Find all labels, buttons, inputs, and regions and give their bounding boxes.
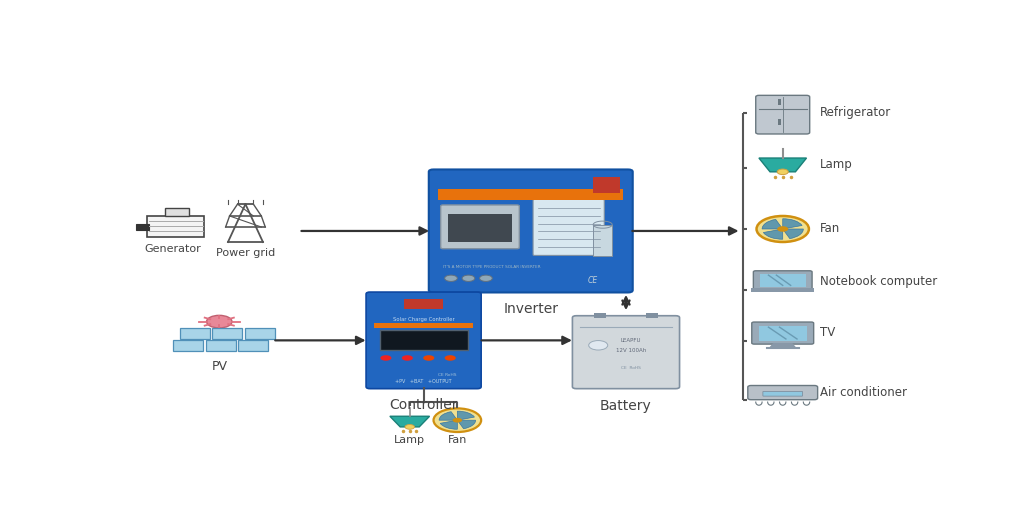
FancyBboxPatch shape bbox=[756, 95, 810, 134]
Text: Battery: Battery bbox=[600, 398, 652, 413]
Wedge shape bbox=[762, 219, 782, 229]
Circle shape bbox=[462, 275, 475, 282]
Bar bbox=[760, 273, 806, 287]
Text: Air conditioner: Air conditioner bbox=[820, 386, 907, 399]
Bar bbox=[646, 313, 657, 317]
Bar bbox=[778, 119, 781, 124]
Wedge shape bbox=[458, 411, 474, 420]
Bar bbox=[239, 340, 268, 351]
Text: PV: PV bbox=[211, 360, 227, 373]
Wedge shape bbox=[458, 420, 475, 429]
Text: Lamp: Lamp bbox=[394, 435, 425, 445]
Bar bbox=[147, 217, 204, 237]
Text: 12V 100Ah: 12V 100Ah bbox=[615, 348, 646, 353]
Polygon shape bbox=[768, 343, 797, 349]
Text: Fan: Fan bbox=[820, 223, 841, 236]
FancyBboxPatch shape bbox=[748, 386, 817, 400]
Bar bbox=[212, 328, 243, 339]
Bar bbox=[245, 328, 274, 339]
FancyBboxPatch shape bbox=[367, 292, 481, 389]
Circle shape bbox=[207, 315, 232, 328]
FancyBboxPatch shape bbox=[440, 205, 519, 249]
Circle shape bbox=[444, 355, 456, 361]
Polygon shape bbox=[759, 158, 807, 172]
Polygon shape bbox=[390, 416, 430, 427]
Circle shape bbox=[404, 424, 415, 429]
Wedge shape bbox=[782, 219, 802, 229]
Bar bbox=[179, 328, 210, 339]
Text: CE RoHS: CE RoHS bbox=[438, 373, 457, 376]
Circle shape bbox=[479, 275, 493, 282]
FancyBboxPatch shape bbox=[752, 322, 814, 344]
Text: CE  RoHS: CE RoHS bbox=[621, 367, 641, 371]
FancyBboxPatch shape bbox=[534, 199, 604, 255]
Bar bbox=[173, 340, 204, 351]
Circle shape bbox=[401, 355, 413, 361]
Circle shape bbox=[433, 409, 481, 432]
Text: IT'S A MOTOR TYPE PRODUCT SOLAR INVERTER: IT'S A MOTOR TYPE PRODUCT SOLAR INVERTER bbox=[443, 265, 541, 269]
FancyBboxPatch shape bbox=[763, 391, 803, 396]
Bar bbox=[594, 313, 606, 317]
Text: +PV   +BAT   +OUTPUT: +PV +BAT +OUTPUT bbox=[395, 379, 452, 383]
Wedge shape bbox=[440, 420, 458, 429]
Bar bbox=[593, 225, 612, 256]
Circle shape bbox=[777, 226, 788, 232]
Text: Refrigerator: Refrigerator bbox=[820, 106, 891, 119]
Bar bbox=[751, 288, 814, 292]
FancyBboxPatch shape bbox=[572, 316, 680, 389]
Text: TV: TV bbox=[820, 326, 836, 339]
Bar bbox=[136, 224, 148, 230]
Text: Generator: Generator bbox=[144, 244, 202, 253]
Text: CE: CE bbox=[588, 276, 598, 285]
Wedge shape bbox=[782, 229, 804, 239]
Bar bbox=[165, 208, 189, 217]
Circle shape bbox=[589, 340, 607, 350]
Bar bbox=[206, 340, 236, 351]
Text: Power grid: Power grid bbox=[216, 247, 275, 258]
Text: LEAPFU: LEAPFU bbox=[621, 338, 641, 343]
Circle shape bbox=[777, 169, 788, 175]
Bar bbox=[404, 298, 443, 309]
Text: Lamp: Lamp bbox=[820, 158, 853, 171]
Bar bbox=[778, 99, 781, 105]
Text: Notebook computer: Notebook computer bbox=[820, 275, 937, 288]
Bar bbox=[593, 177, 621, 193]
FancyBboxPatch shape bbox=[754, 271, 812, 290]
Wedge shape bbox=[439, 412, 458, 420]
FancyBboxPatch shape bbox=[429, 169, 633, 292]
Text: Inverter: Inverter bbox=[503, 302, 558, 316]
Bar bbox=[759, 326, 807, 342]
Bar bbox=[447, 215, 512, 242]
Circle shape bbox=[757, 216, 809, 242]
Circle shape bbox=[444, 275, 458, 282]
Text: Controller: Controller bbox=[389, 398, 458, 412]
Circle shape bbox=[453, 418, 462, 422]
Text: Solar Charge Controller: Solar Charge Controller bbox=[393, 316, 455, 322]
Bar bbox=[380, 330, 468, 350]
Bar bbox=[374, 323, 473, 328]
Text: Fan: Fan bbox=[447, 435, 467, 445]
Wedge shape bbox=[763, 229, 782, 239]
Circle shape bbox=[380, 355, 391, 361]
Circle shape bbox=[423, 355, 434, 361]
Bar bbox=[438, 189, 624, 200]
